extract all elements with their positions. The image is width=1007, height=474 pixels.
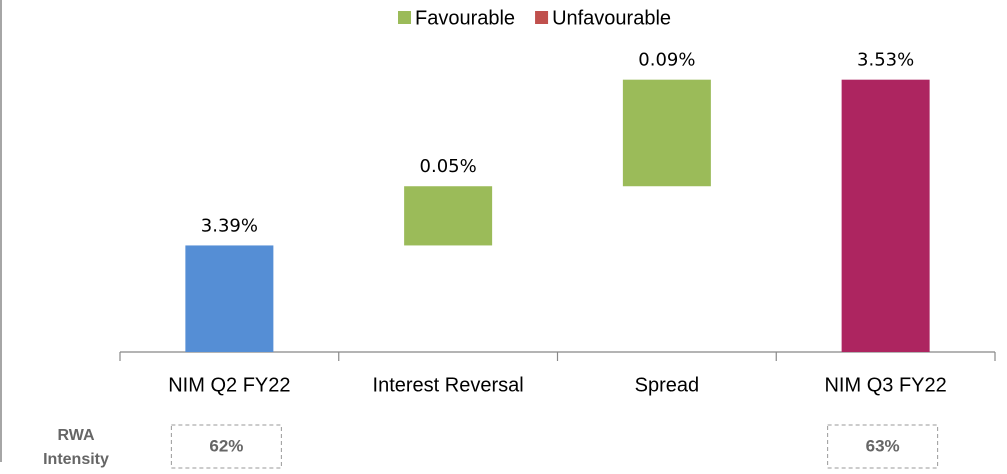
value-label: 0.05% <box>420 156 477 177</box>
value-label: 3.39% <box>201 215 258 236</box>
bar <box>841 79 930 353</box>
legend-label: Unfavourable <box>552 7 671 29</box>
x-tick-label: Spread <box>635 374 700 396</box>
rwa-value: 62% <box>209 436 243 455</box>
rwa-value: 63% <box>866 436 900 455</box>
bar <box>404 186 493 246</box>
x-tick-label: Interest Reversal <box>373 374 524 396</box>
bar <box>185 245 274 352</box>
x-tick-label: NIM Q2 FY22 <box>168 374 290 396</box>
legend-swatch <box>535 11 549 24</box>
legend-label: Favourable <box>415 7 515 29</box>
value-label: 3.53% <box>857 50 914 71</box>
bar <box>622 79 711 187</box>
x-tick-label: NIM Q3 FY22 <box>824 374 946 396</box>
rwa-label: RWA Intensity <box>43 427 109 468</box>
legend-swatch <box>398 11 411 24</box>
value-label: 0.09% <box>638 50 695 71</box>
